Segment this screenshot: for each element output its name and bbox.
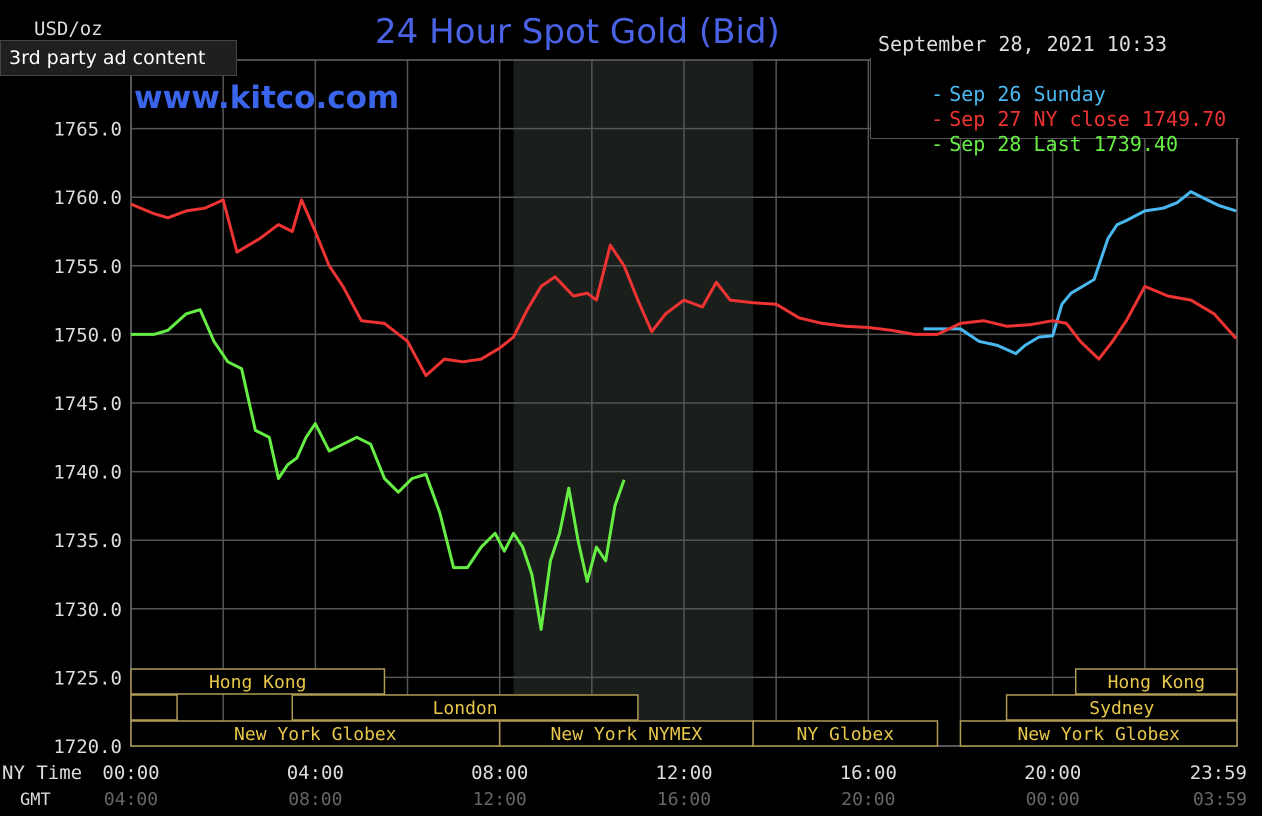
- gmt-label: GMT: [20, 790, 51, 810]
- legend-entry: - Sep 27 NY close 1749.70: [883, 83, 1226, 155]
- x-tick-label-gmt: 03:59: [1193, 789, 1247, 810]
- session-box: [498, 720, 754, 747]
- x-tick-label-ny: 08:00: [471, 762, 528, 784]
- unit-label: USD/oz: [34, 18, 103, 40]
- legend-text: Sep 27 NY close 1749.70: [949, 107, 1227, 131]
- legend-entry: - Sep 28 Last 1739.40: [883, 108, 1178, 180]
- y-tick-label: 1740.0: [53, 462, 122, 484]
- y-tick-label: 1755.0: [53, 256, 122, 278]
- chart-datestamp: September 28, 2021 10:33: [878, 32, 1167, 56]
- x-tick-label-gmt: 16:00: [657, 789, 711, 810]
- session-label: London: [433, 698, 498, 719]
- series-line: [923, 190, 1237, 356]
- y-tick-label: 1745.0: [53, 393, 122, 415]
- x-tick-label-ny: 20:00: [1024, 762, 1081, 784]
- legend-text: Sep 26 Sunday: [949, 82, 1106, 106]
- session-label: NY Globex: [797, 724, 895, 745]
- x-tick-label-ny: 04:00: [287, 762, 344, 784]
- y-tick-label: 1760.0: [53, 187, 122, 209]
- session-box: [1005, 694, 1238, 721]
- price-series: [130, 190, 1238, 631]
- x-tick-label-gmt: 12:00: [473, 789, 527, 810]
- market-sessions: Hong Kong Hong Kong London Sydney New York G…: [130, 668, 1238, 747]
- legend-text: Sep 28 Last 1739.40: [949, 132, 1178, 156]
- session-label: Hong Kong: [209, 672, 307, 693]
- y-tick-label: 1765.0: [53, 119, 122, 141]
- session-box: [1074, 668, 1238, 695]
- session-box: [130, 668, 386, 695]
- session-label: New York Globex: [234, 724, 397, 745]
- series-line: [131, 308, 626, 631]
- legend-marker: -: [931, 82, 944, 106]
- y-tick-label: 1730.0: [53, 599, 122, 621]
- y-tick-label: 1735.0: [53, 530, 122, 552]
- x-tick-label-gmt: 08:00: [288, 789, 342, 810]
- legend-marker: -: [931, 132, 944, 156]
- session-box: [130, 720, 501, 747]
- ny-time-label: NY Time: [2, 762, 82, 784]
- chart-legend: - Sep 26 Sunday - Sep 27 NY close 1749.70 …: [870, 58, 1239, 156]
- y-axis-ticks: 1720.0 1725.0 1730.0 1735.0 1740.0 1745.0 1750…: [53, 119, 122, 758]
- x-tick-label-gmt: 00:00: [1026, 789, 1080, 810]
- y-tick-label: 1750.0: [53, 324, 122, 346]
- session-label: Hong Kong: [1108, 672, 1206, 693]
- x-axis-ticks: 00:00 04:00 04:00 08:00 08:00 12:00 12:00 16:00…: [102, 762, 1247, 810]
- x-tick-label-gmt: 04:00: [104, 789, 158, 810]
- session-box: [291, 694, 639, 721]
- x-tick-label-gmt: 20:00: [841, 789, 895, 810]
- session-label: Sydney: [1089, 698, 1154, 719]
- session-label: New York NYMEX: [551, 724, 703, 745]
- session-box: [752, 720, 939, 747]
- site-watermark[interactable]: www.kitco.com: [134, 80, 400, 116]
- chart-title: 24 Hour Spot Gold (Bid): [375, 12, 780, 52]
- session-box: [130, 694, 178, 721]
- x-tick-label-ny: 23:59: [1190, 762, 1247, 784]
- x-tick-label-ny: 16:00: [840, 762, 897, 784]
- x-tick-label-ny: 00:00: [102, 762, 159, 784]
- y-tick-label: 1725.0: [53, 667, 122, 689]
- legend-marker: -: [931, 107, 944, 131]
- x-tick-label-ny: 12:00: [655, 762, 712, 784]
- session-box: [959, 720, 1238, 747]
- legend-entry: - Sep 26 Sunday: [883, 58, 1106, 130]
- ad-content-label[interactable]: 3rd party ad content: [0, 40, 237, 76]
- series-line: [130, 198, 1238, 378]
- y-tick-label: 1720.0: [53, 736, 122, 758]
- session-label: New York Globex: [1017, 724, 1180, 745]
